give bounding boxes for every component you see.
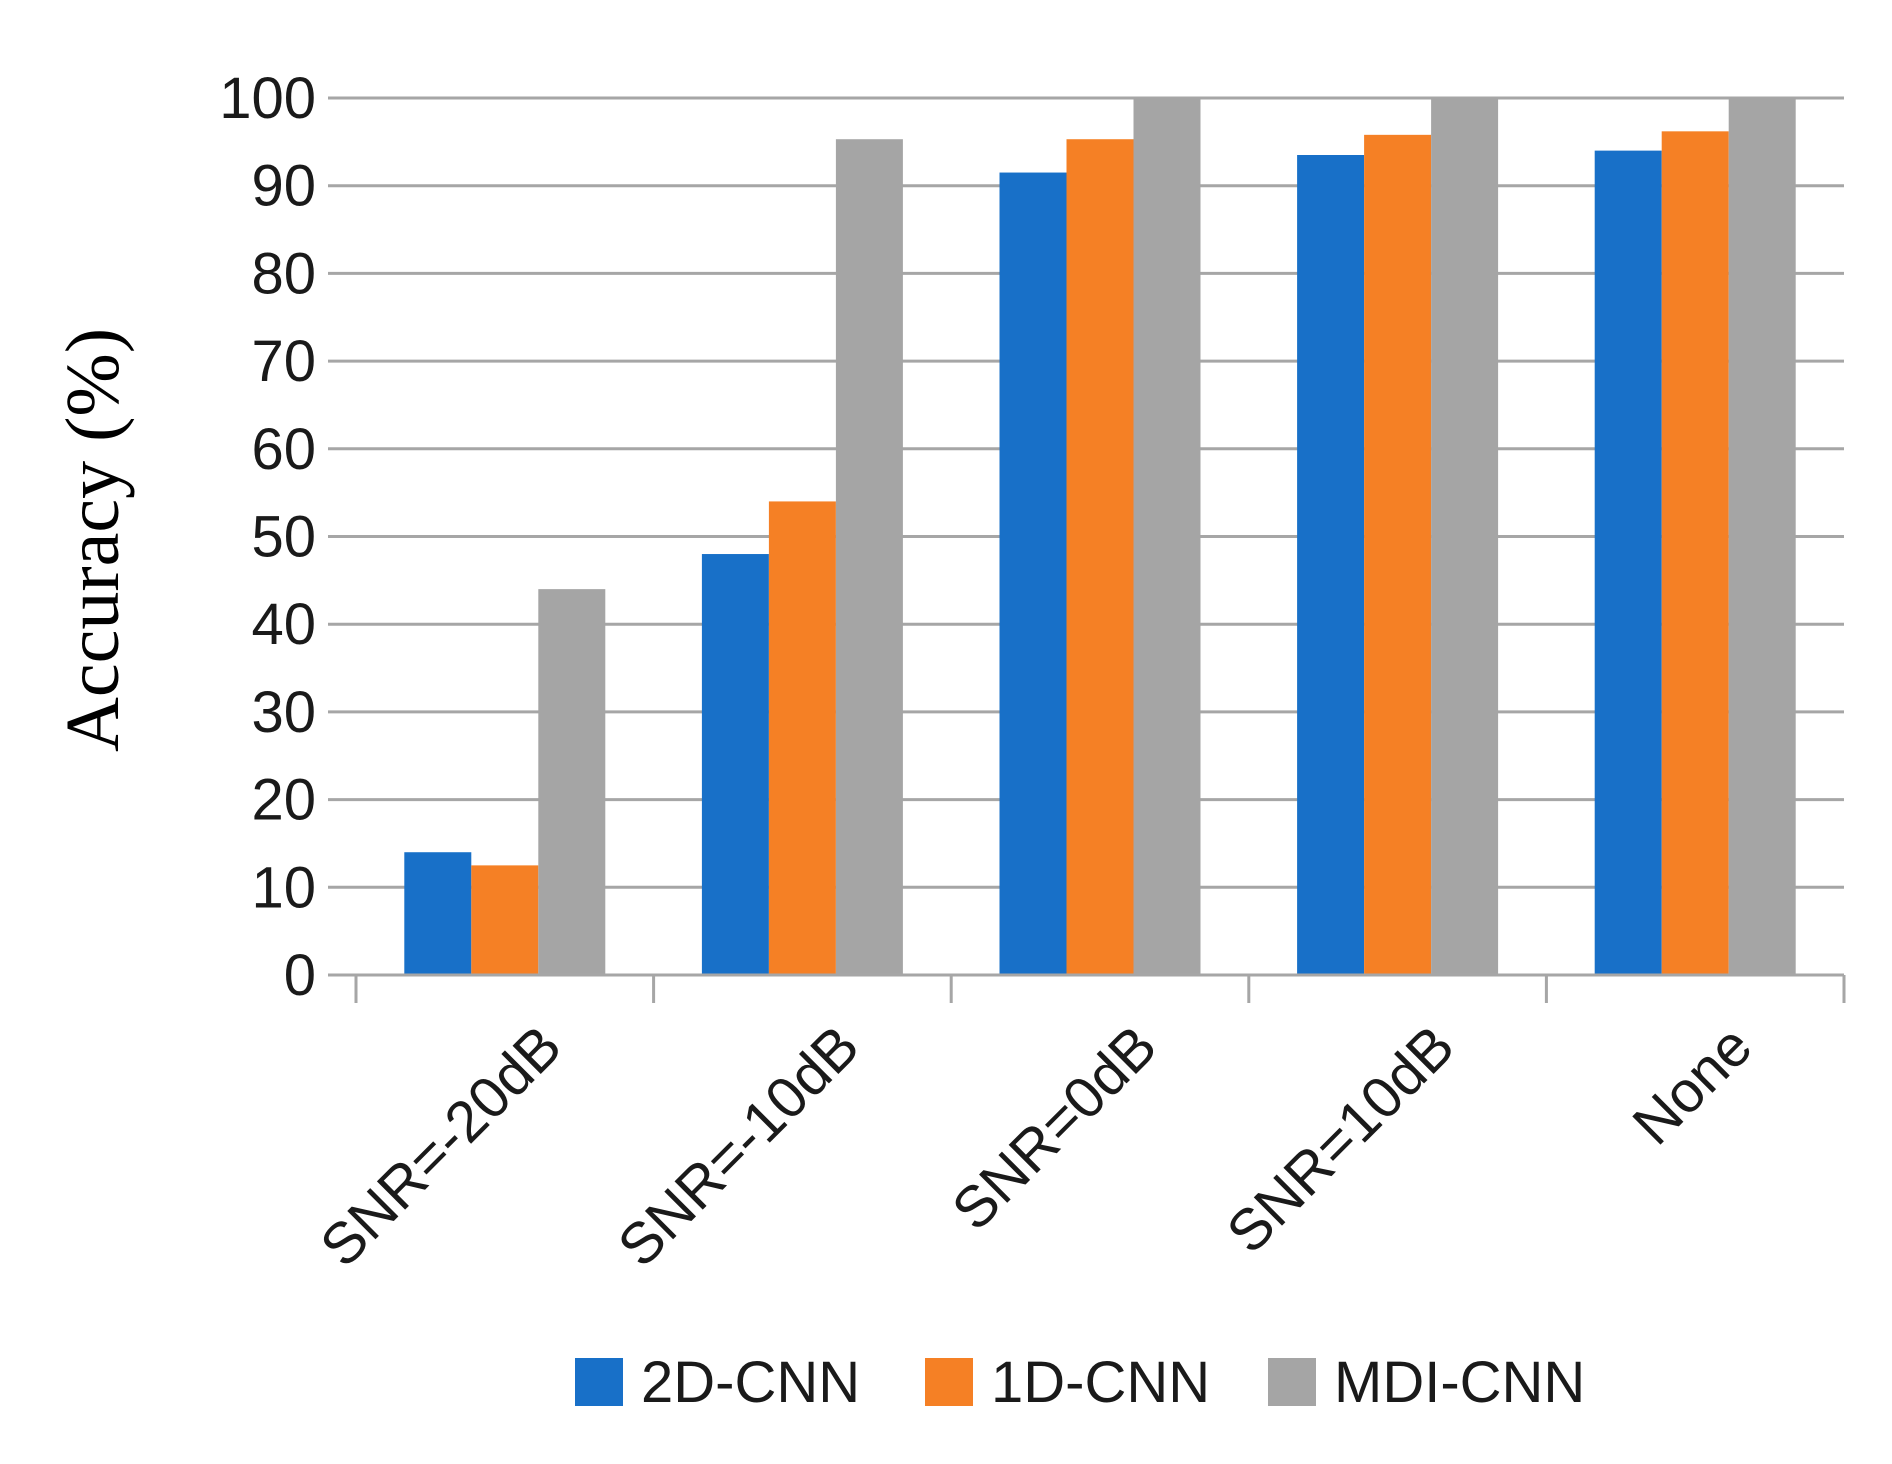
x-tick-label: None xyxy=(1620,1013,1764,1157)
bar-2d-cnn xyxy=(701,554,769,975)
legend-label: 2D-CNN xyxy=(641,1350,860,1415)
y-tick-label: 10 xyxy=(251,855,316,920)
bar-mdi-cnn xyxy=(1728,98,1796,975)
y-tick-label: 90 xyxy=(251,154,316,219)
legend-swatch xyxy=(925,1358,973,1406)
bar-mdi-cnn xyxy=(1431,98,1499,975)
y-tick-label: 50 xyxy=(251,505,316,570)
x-tick-label: SNR=0dB xyxy=(940,1013,1169,1242)
y-tick-label: 70 xyxy=(251,329,316,394)
bar-1d-cnn xyxy=(768,501,836,975)
bar-2d-cnn xyxy=(999,172,1067,976)
y-tick-label: 30 xyxy=(251,680,316,745)
x-axis xyxy=(354,973,1846,1003)
y-axis-title: Accuracy (%) xyxy=(51,328,135,752)
y-tick-labels: 0 10 20 30 40 50 60 70 80 90 100 xyxy=(219,66,316,1008)
x-tick-labels: SNR=-20dB SNR=-10dB SNR=0dB SNR=10dB None xyxy=(308,1013,1764,1279)
bar-1d-cnn xyxy=(1066,139,1134,975)
bar-2d-cnn xyxy=(1594,150,1662,975)
y-tick-label: 60 xyxy=(251,417,316,482)
bar-mdi-cnn xyxy=(835,139,903,975)
x-tick-label: SNR=-20dB xyxy=(308,1013,574,1279)
bar-1d-cnn xyxy=(1661,131,1729,976)
bar-mdi-cnn xyxy=(1133,98,1201,975)
legend-swatch xyxy=(575,1358,623,1406)
bar-1d-cnn xyxy=(1364,134,1432,976)
bar-mdi-cnn xyxy=(538,589,606,975)
legend: 2D-CNN 1D-CNN MDI-CNN xyxy=(575,1350,1585,1415)
bar-2d-cnn xyxy=(404,852,472,975)
y-tick-label: 40 xyxy=(251,592,316,657)
x-tick-label: SNR=-10dB xyxy=(606,1013,872,1279)
y-tick-label: 0 xyxy=(284,943,316,1008)
bar-1d-cnn xyxy=(471,865,539,975)
x-tick-label: SNR=10dB xyxy=(1214,1013,1466,1265)
y-tick-label: 100 xyxy=(219,66,316,131)
bar-2d-cnn xyxy=(1297,155,1365,975)
legend-swatch xyxy=(1268,1358,1316,1406)
y-tick-label: 80 xyxy=(251,241,316,306)
y-tick-label: 20 xyxy=(251,768,316,833)
legend-label: MDI-CNN xyxy=(1334,1350,1585,1415)
bars xyxy=(404,98,1796,976)
legend-label: 1D-CNN xyxy=(991,1350,1210,1415)
